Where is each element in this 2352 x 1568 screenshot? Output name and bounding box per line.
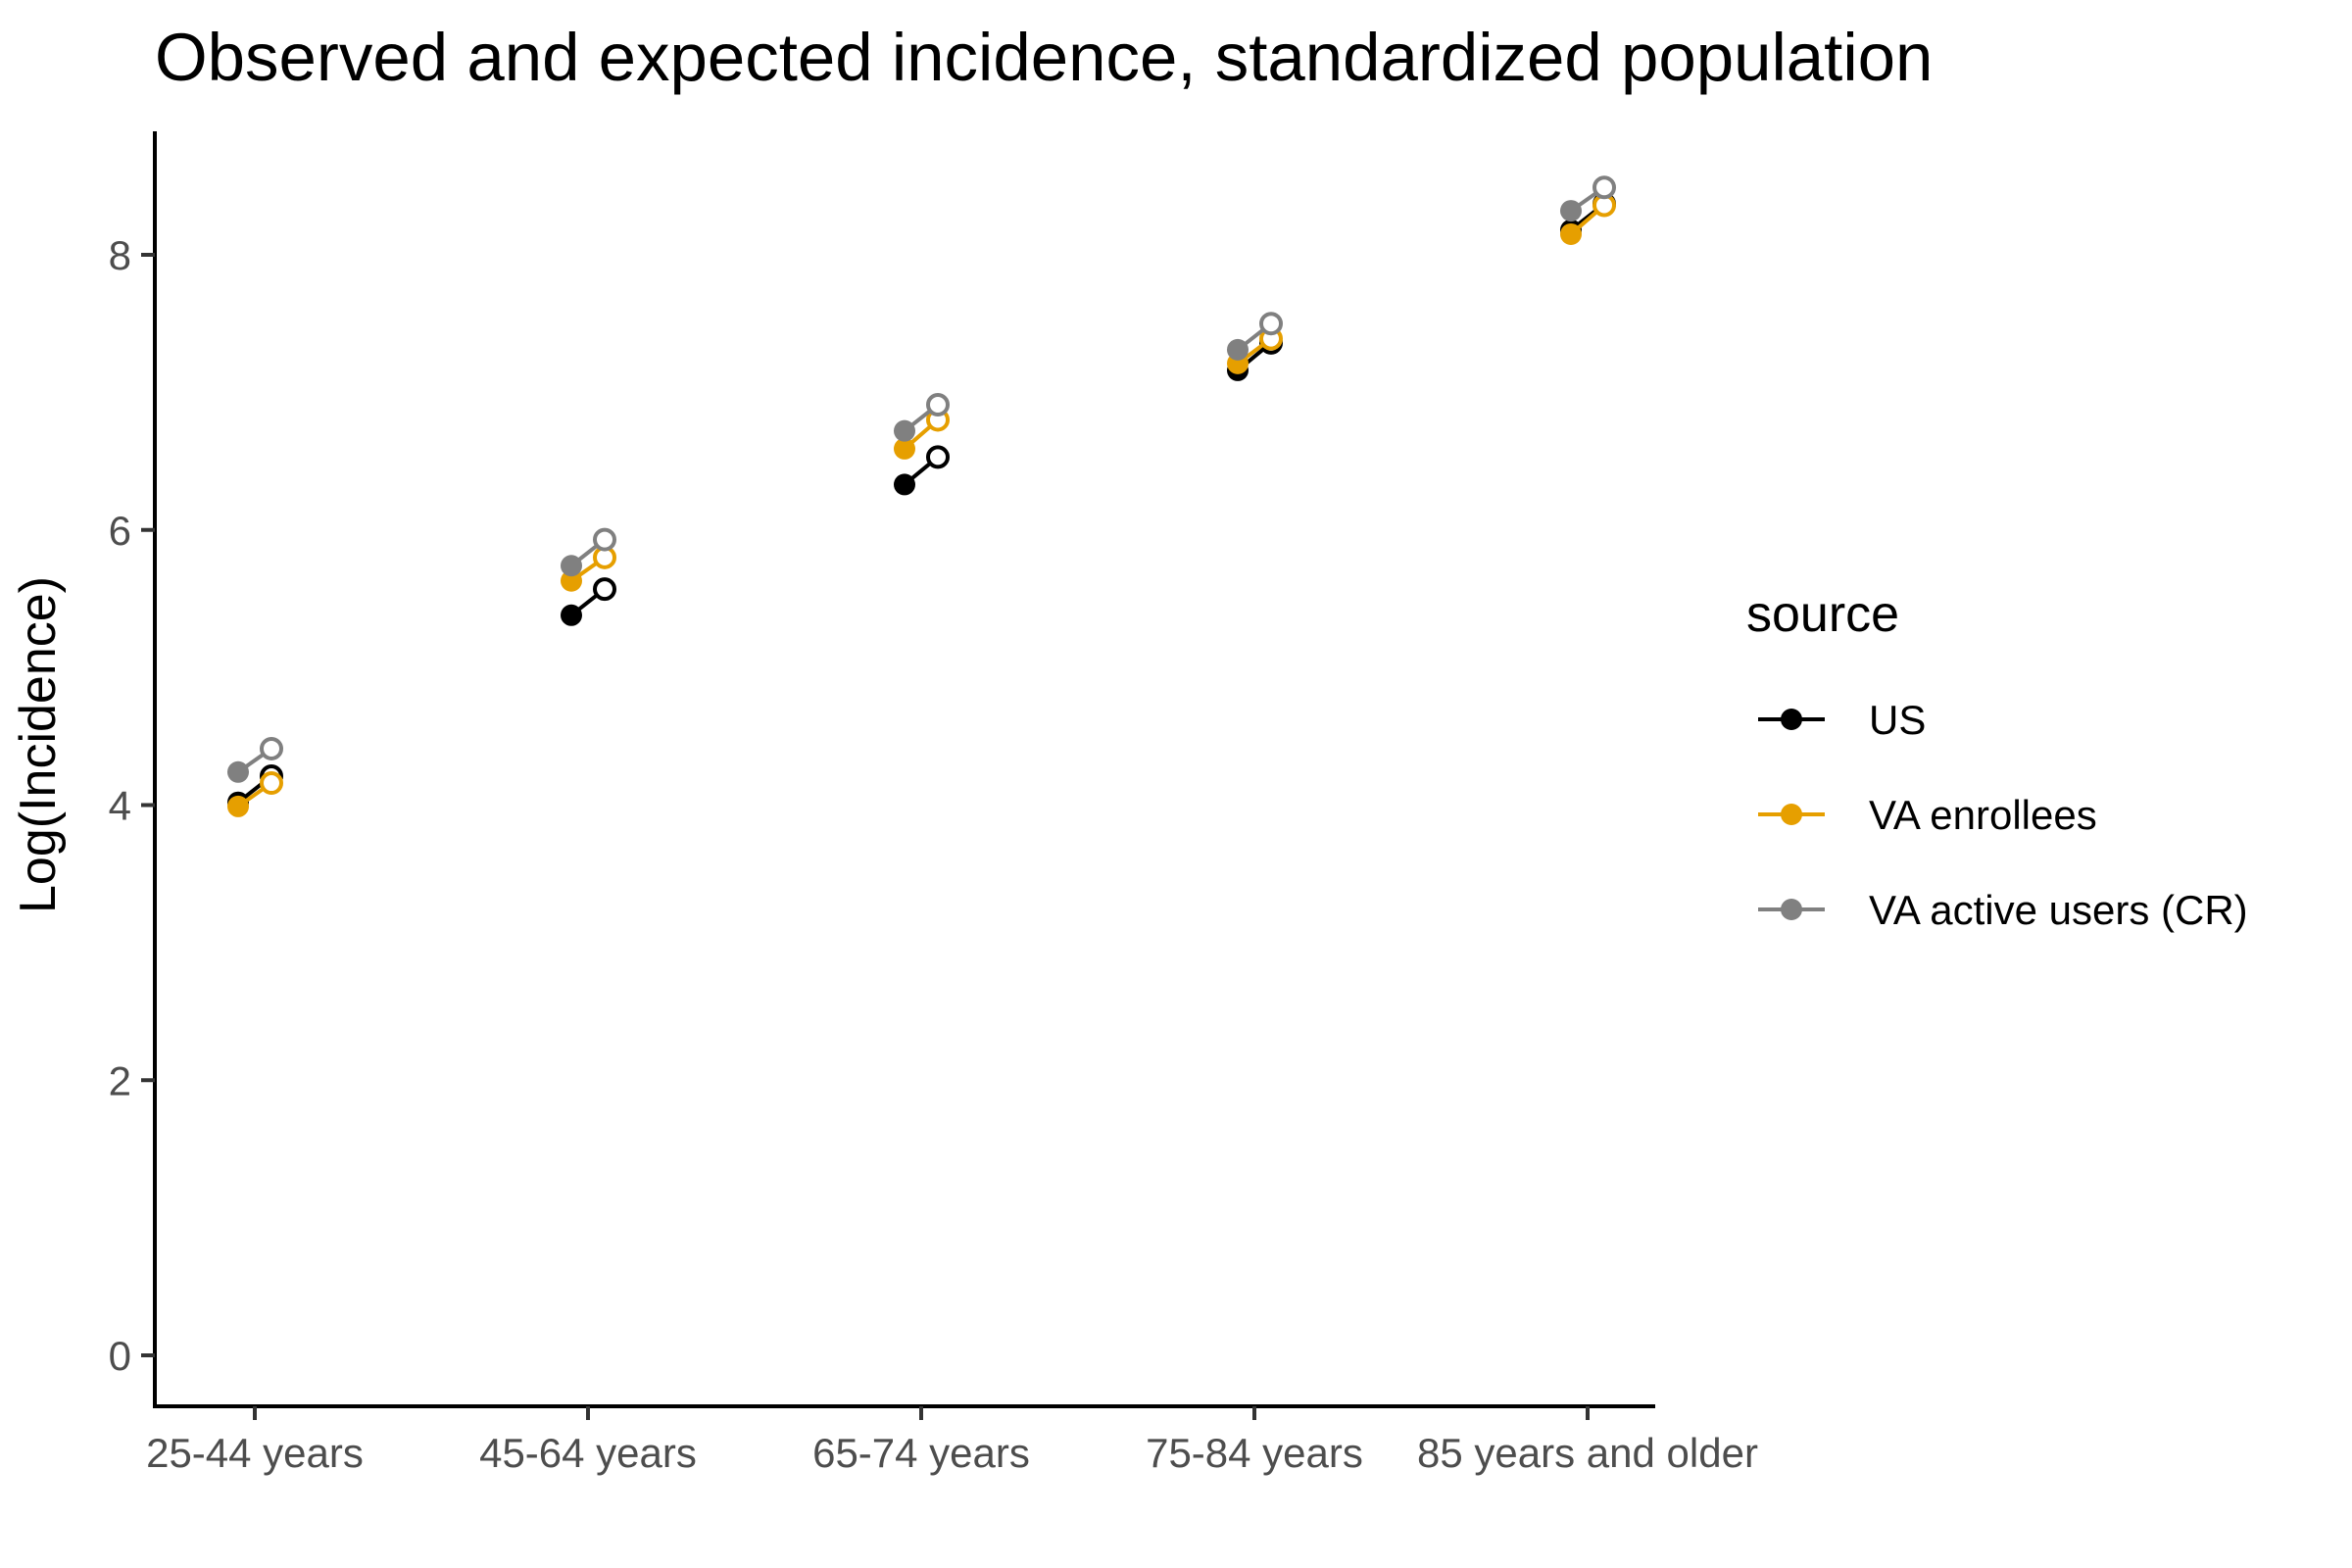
point-expected-va-enrollees xyxy=(260,771,283,796)
point-expected-us xyxy=(593,577,616,602)
legend-key-point-va-enrollees xyxy=(1781,804,1802,825)
point-observed-va-active-users-cr xyxy=(1560,200,1582,222)
legend-keys: US VA enrollees VA active users (CR) xyxy=(1758,697,2248,933)
point-observed-va-enrollees xyxy=(1560,222,1582,245)
point-observed-va-enrollees xyxy=(894,437,915,460)
point-expected-va-active-users-cr xyxy=(1592,175,1616,200)
x-tick-label: 85 years and older xyxy=(1417,1430,1758,1476)
point-expected-va-active-users-cr xyxy=(593,527,616,552)
point-observed-va-active-users-cr xyxy=(561,555,582,577)
point-observed-va-active-users-cr xyxy=(894,419,915,442)
point-observed-va-active-users-cr xyxy=(227,760,249,783)
chart-title: Observed and expected incidence, standar… xyxy=(155,20,1933,95)
point-observed-va-enrollees xyxy=(227,795,249,817)
y-tick-label: 4 xyxy=(109,783,131,829)
legend-key-point-us xyxy=(1781,709,1802,730)
legend-title: source xyxy=(1746,586,1899,643)
plot-marks xyxy=(227,175,1616,817)
legend-key-point-va-active-users-cr xyxy=(1781,899,1802,920)
y-tick-label: 6 xyxy=(109,508,131,554)
x-ticks: 25-44 years 45-64 years 65-74 years 75-84 y… xyxy=(146,1406,1758,1476)
point-expected-va-active-users-cr xyxy=(926,393,950,417)
point-observed-va-enrollees xyxy=(561,569,582,592)
legend-label-us: US xyxy=(1869,697,1926,743)
legend: source US VA enrollees VA active users (CR… xyxy=(1746,586,2248,933)
y-tick-label: 2 xyxy=(109,1057,131,1103)
point-expected-va-active-users-cr xyxy=(1259,312,1283,336)
x-tick-label: 25-44 years xyxy=(146,1430,364,1476)
y-tick-label: 0 xyxy=(109,1333,131,1379)
legend-label-va-active-users-cr: VA active users (CR) xyxy=(1869,887,2248,933)
x-tick-label: 45-64 years xyxy=(479,1430,697,1476)
point-observed-us xyxy=(561,604,582,626)
y-tick-label: 8 xyxy=(109,232,131,278)
y-axis-label: Log(Incidence) xyxy=(10,576,67,913)
series-va-active-users-cr xyxy=(227,175,1616,783)
point-expected-us xyxy=(926,445,950,469)
point-expected-va-active-users-cr xyxy=(260,736,283,760)
series-va-enrollees xyxy=(227,193,1616,817)
series-us xyxy=(227,192,1616,813)
x-tick-label: 65-74 years xyxy=(812,1430,1030,1476)
y-ticks: 0 2 4 6 8 xyxy=(109,232,155,1379)
legend-label-va-enrollees: VA enrollees xyxy=(1869,792,2097,838)
point-observed-us xyxy=(894,473,915,496)
point-observed-va-active-users-cr xyxy=(1227,338,1249,361)
x-tick-label: 75-84 years xyxy=(1146,1430,1363,1476)
